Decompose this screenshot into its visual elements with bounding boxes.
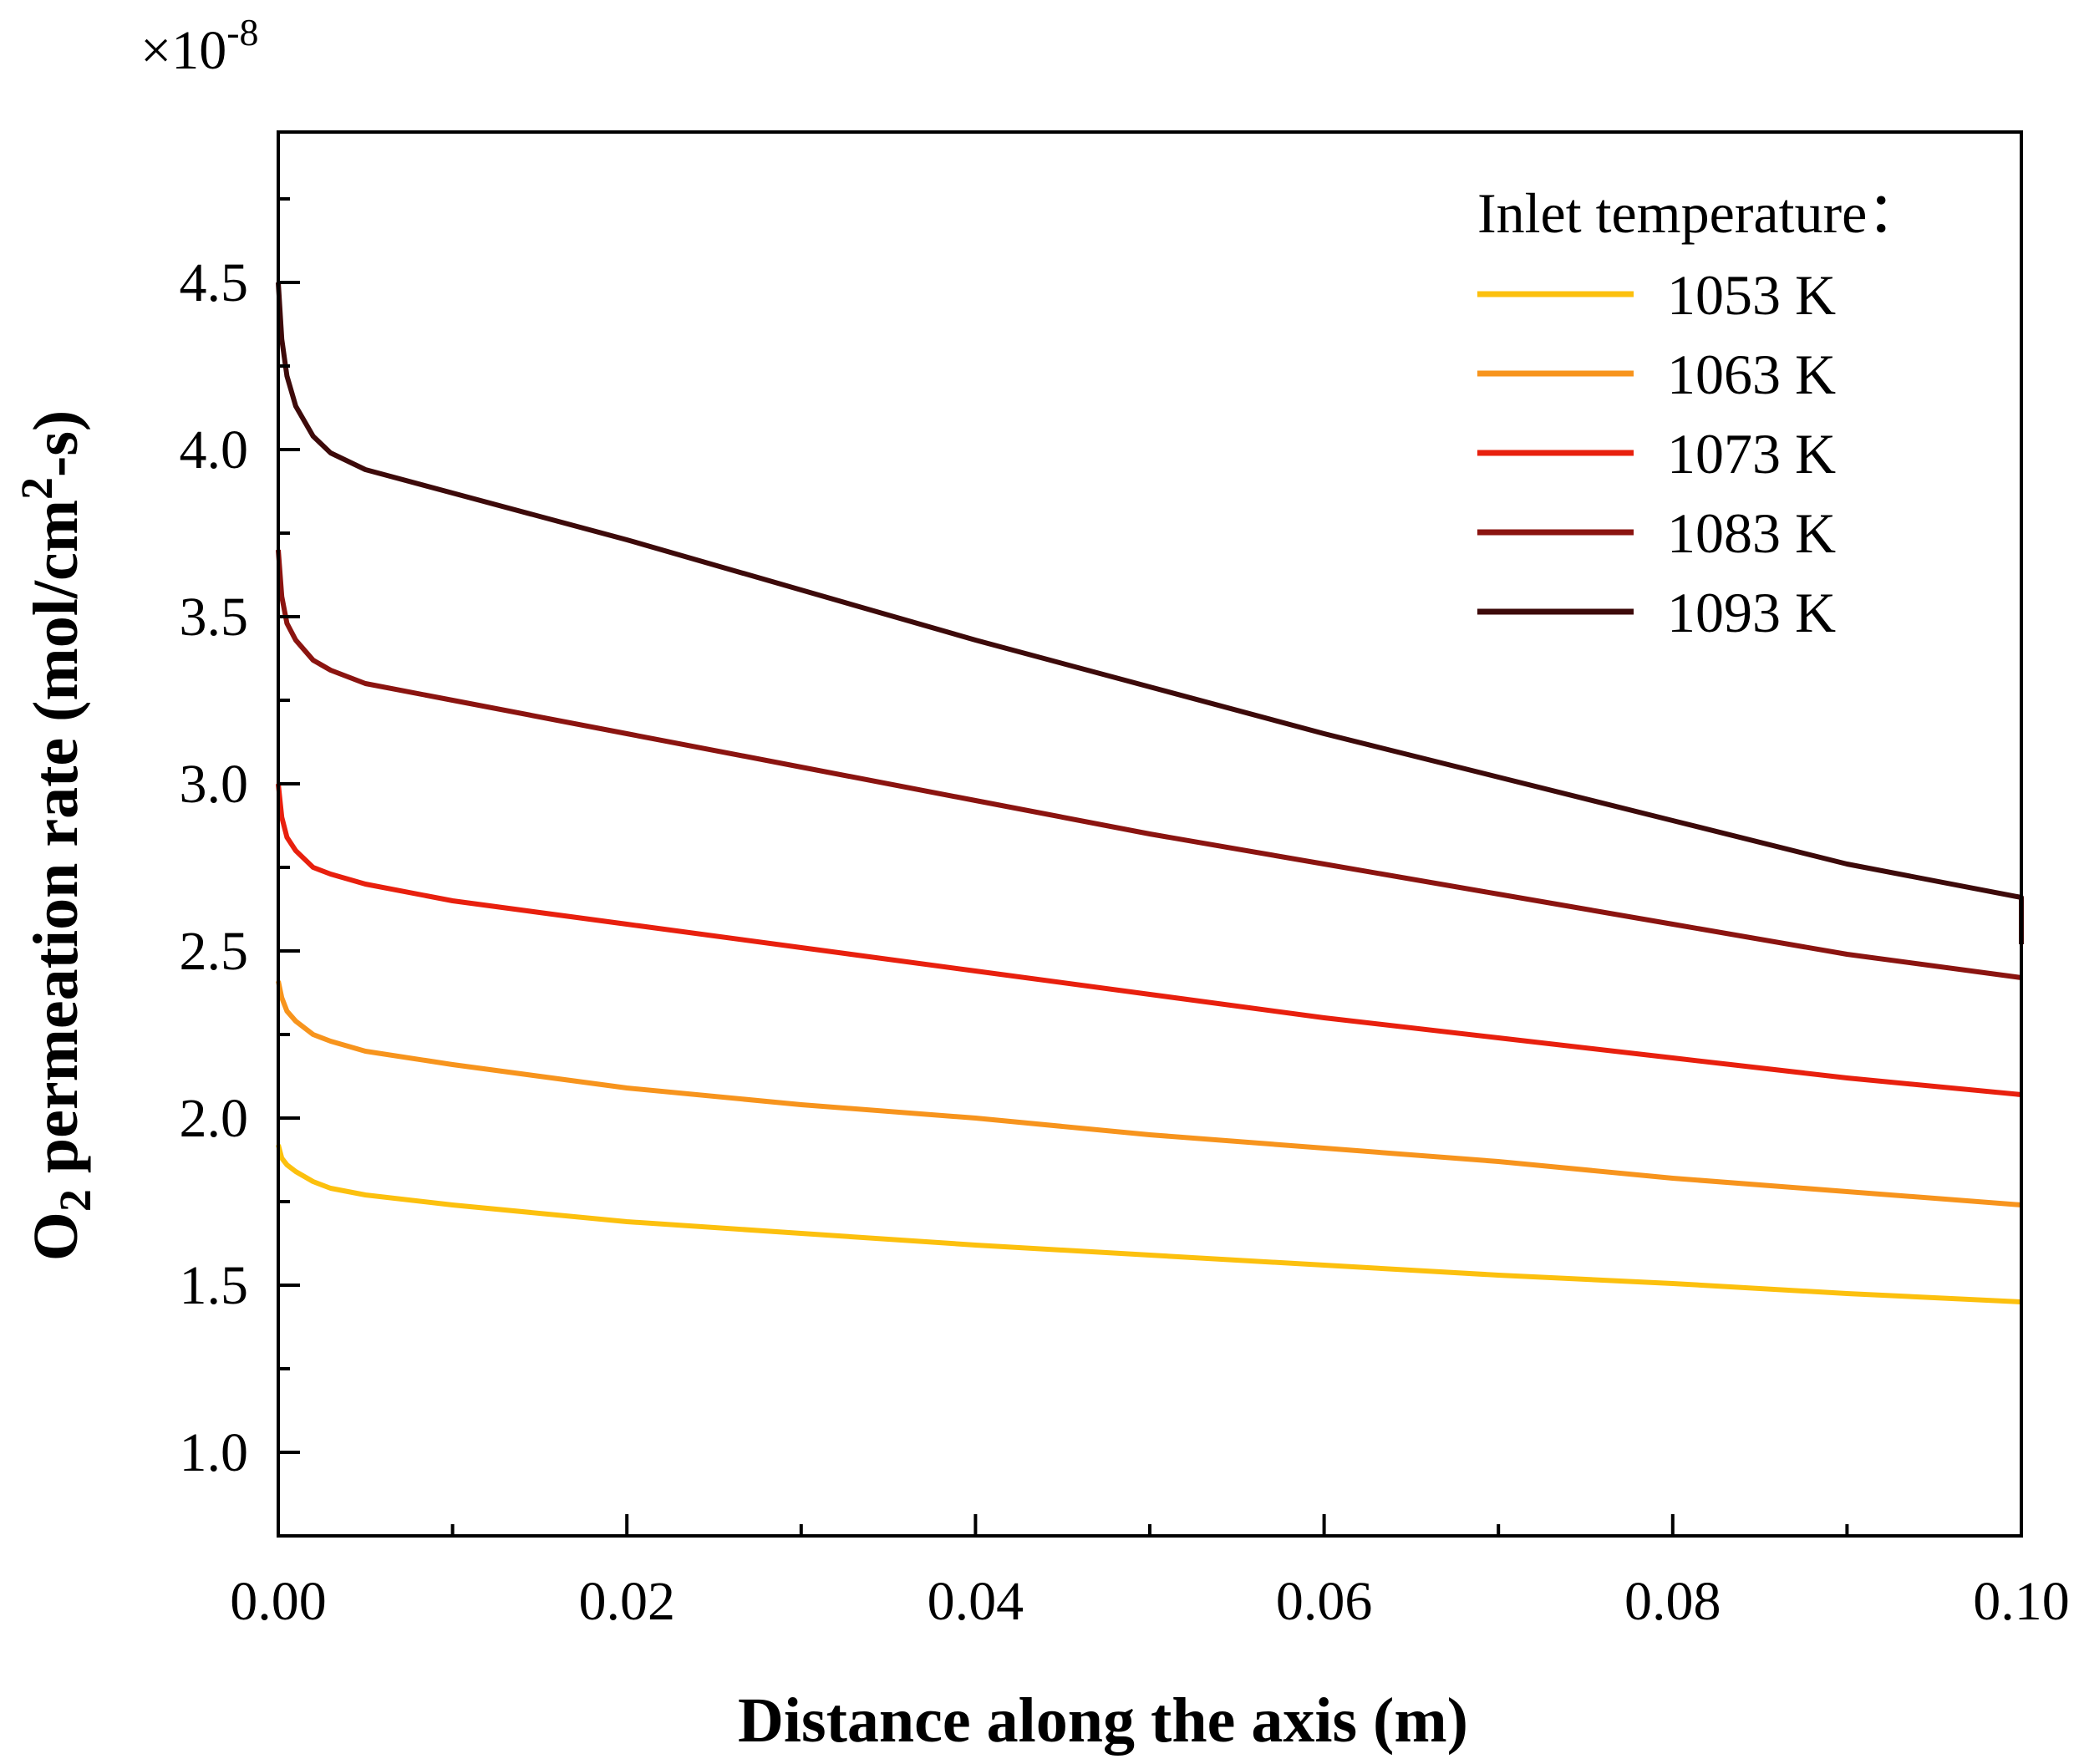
y-axis-title-suffix: -s) (21, 410, 91, 477)
legend-label: 1093 K (1667, 581, 1836, 644)
series-group (276, 282, 2024, 1304)
y-multiplier-base: ×10 (140, 20, 226, 81)
x-axis-title: Distance along the axis (m) (738, 1685, 1468, 1756)
y-tick-label: 4.0 (180, 419, 249, 480)
legend-label: 1063 K (1667, 343, 1836, 406)
plot-frame (277, 130, 2023, 1538)
y-axis-title-middle: permeation rate (mol/cm (21, 500, 91, 1189)
x-tick-label: 0.10 (1973, 1571, 2070, 1632)
legend-label: 1083 K (1667, 501, 1836, 565)
y-tick-label: 3.5 (180, 587, 249, 648)
y-tick-label: 3.0 (180, 754, 249, 815)
ticks-group: 0.00 0.02 0.04 0.06 0.08 0.10 1.0 1.5 2.0 2.5 3.0 3… (180, 197, 2070, 1632)
series-line-1063k (276, 980, 2022, 1207)
y-axis-title: O2 permeation rate (mol/cm2-s) (12, 410, 100, 1261)
x-tick-label: 0.06 (1276, 1571, 1373, 1632)
series-line-1093k (276, 282, 2024, 944)
y-tick-label: 4.5 (180, 252, 249, 313)
y-tick-label: 1.0 (180, 1422, 249, 1483)
x-tick-label: 0.04 (928, 1571, 1024, 1632)
x-tick-label: 0.02 (578, 1571, 675, 1632)
legend-label: 1053 K (1667, 263, 1836, 327)
y-axis-title-prefix: O (21, 1212, 91, 1261)
y-axis-title-sub: 2 (50, 1189, 100, 1212)
legend-title: Inlet temperature： (1477, 181, 1924, 245)
y-tick-label: 1.5 (180, 1255, 249, 1316)
y-multiplier-exponent: -8 (226, 11, 258, 53)
x-tick-label: 0.08 (1624, 1571, 1721, 1632)
series-line-1083k (276, 549, 2022, 980)
y-axis-title-sup: 2 (12, 477, 62, 500)
legend: Inlet temperature： 1053 K 1063 K 1073 K 108… (1477, 181, 1924, 644)
y-tick-label: 2.0 (180, 1088, 249, 1149)
series-line-1053k (276, 1144, 2022, 1304)
y-tick-label: 2.5 (180, 921, 249, 982)
series-line-1073k (276, 783, 2022, 1097)
legend-label: 1073 K (1667, 422, 1836, 485)
y-multiplier: ×10-8 (140, 11, 259, 81)
legend-items: 1053 K 1063 K 1073 K 1083 K 1093 K (1477, 263, 1836, 644)
x-tick-label: 0.00 (230, 1571, 327, 1632)
